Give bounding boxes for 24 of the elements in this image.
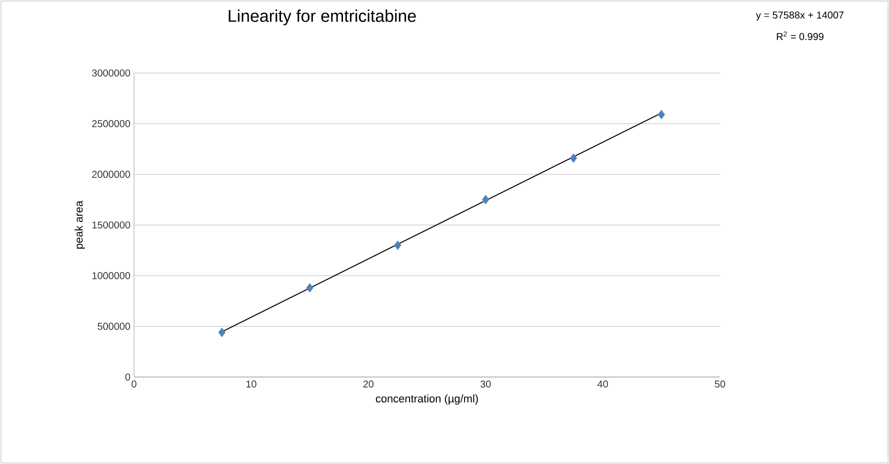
x-tick-label: 20: [363, 380, 374, 388]
x-tick-label: 0: [132, 380, 136, 388]
point: [394, 240, 402, 250]
point: [218, 328, 226, 338]
y-tick-label: 1500000: [92, 221, 130, 229]
x-tick-label: 10: [246, 380, 256, 388]
point: [482, 194, 490, 204]
text: y = 57588x + 14007: [756, 12, 844, 21]
y-tick-label: 2500000: [92, 120, 130, 128]
x-tick-label: 40: [598, 380, 608, 388]
text: R$^{2}$ = 0.999: [776, 32, 824, 40]
x-tick-label: 50: [714, 380, 726, 388]
chart-title: Linearity for emtricitabine: [228, 10, 416, 26]
y-tick-label: 0: [125, 373, 130, 381]
y-tick-label: 1000000: [92, 272, 130, 280]
x-axis-title: concentration (µg/ml): [376, 394, 478, 405]
point: [658, 110, 665, 120]
y-tick-label: 500000: [98, 322, 130, 330]
x-tick-label: 30: [480, 380, 491, 388]
y-axis-title: peak area: [74, 200, 85, 249]
y-tick-label: 2000000: [92, 170, 130, 178]
point: [306, 283, 314, 293]
y-tick-label: 3000000: [92, 69, 130, 77]
point: [570, 153, 578, 163]
